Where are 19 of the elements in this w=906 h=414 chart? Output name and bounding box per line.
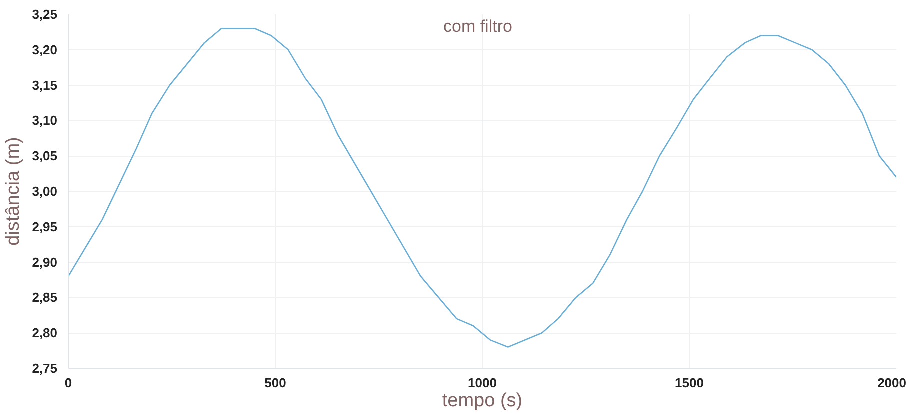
y-tick-label: 2,95 [32, 219, 58, 234]
y-tick-label: 2,90 [32, 254, 58, 270]
x-tick-label: 500 [264, 376, 286, 390]
y-tick-label: 2,80 [32, 326, 58, 341]
x-axis-title: tempo (s) [442, 390, 523, 412]
x-tick-label: 0 [64, 376, 72, 390]
x-tick-label: 1000 [468, 376, 497, 390]
y-tick-label: 3,10 [32, 113, 58, 128]
y-tick-label: 3,25 [32, 7, 58, 22]
y-tick-label: 3,20 [32, 42, 58, 58]
y-tick-label: 2,85 [32, 290, 58, 306]
y-tick-label: 3,15 [32, 78, 58, 93]
y-tick-label: 3,00 [32, 184, 58, 199]
y-tick-label: 3,05 [32, 148, 58, 164]
x-tick-label: 1500 [675, 376, 704, 390]
x-tick-label: 2000 [878, 376, 906, 390]
y-tick-label: 2,75 [32, 361, 58, 376]
annotation: com filtro [444, 17, 512, 36]
y-axis-title: distância (m) [3, 137, 24, 246]
